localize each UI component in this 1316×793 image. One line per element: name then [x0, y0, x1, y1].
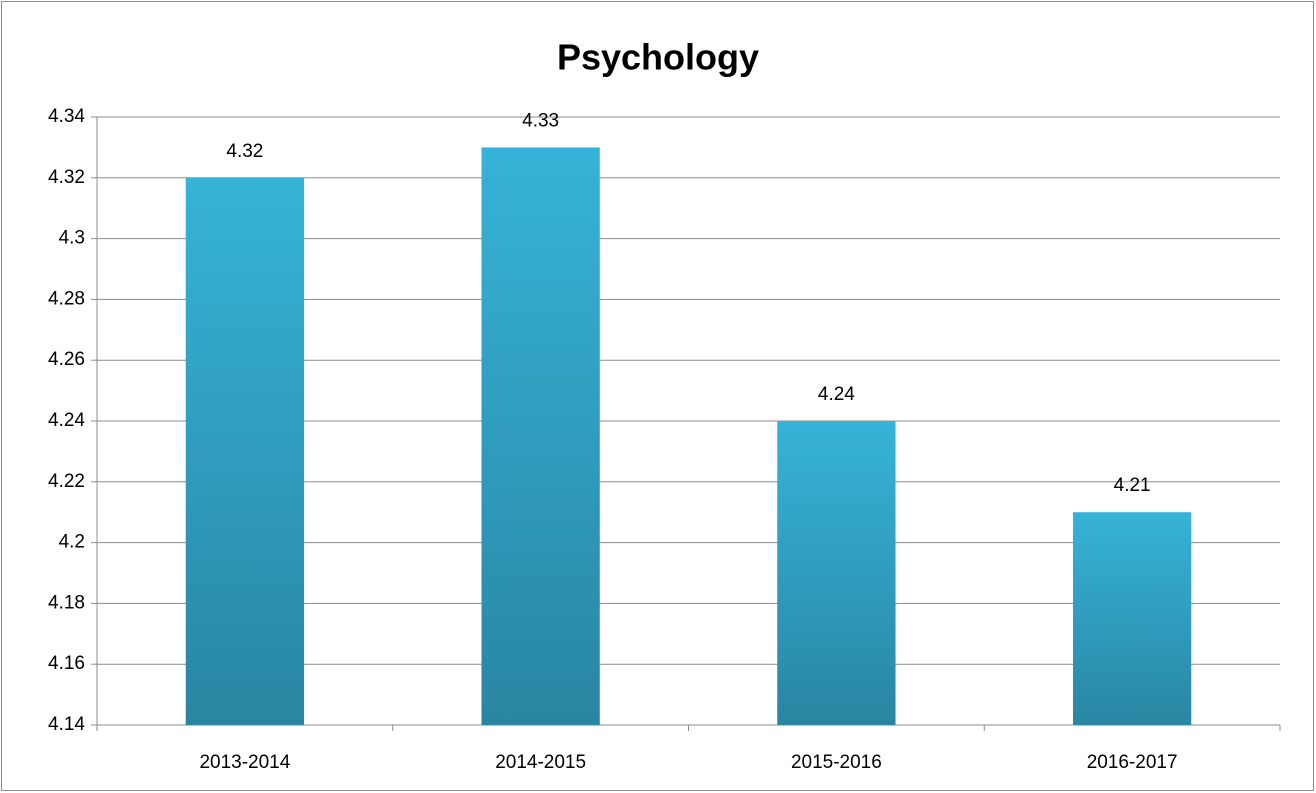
x-tick-label: 2015-2016 [791, 752, 882, 773]
x-tick-label: 2016-2017 [1087, 752, 1178, 773]
y-tick-label: 4.32 [48, 167, 85, 188]
y-tick-label: 4.24 [48, 410, 85, 431]
y-tick-label: 4.28 [48, 288, 85, 309]
data-label: 4.24 [818, 384, 855, 405]
chart-title: Psychology [557, 37, 759, 78]
y-tick-label: 4.14 [48, 714, 85, 735]
y-tick-label: 4.26 [48, 349, 85, 370]
bar [777, 421, 896, 725]
x-tick-label: 2014-2015 [495, 752, 586, 773]
bar [1072, 512, 1192, 725]
bar [481, 147, 600, 725]
y-tick-label: 4.22 [48, 471, 85, 492]
y-tick-label: 4.34 [48, 106, 85, 127]
data-label: 4.32 [226, 141, 263, 162]
x-tick-label: 2013-2014 [199, 752, 290, 773]
data-label: 4.21 [1114, 475, 1151, 496]
y-tick-label: 4.2 [59, 532, 85, 553]
y-tick-label: 4.18 [48, 592, 85, 613]
bar [185, 177, 305, 726]
data-label: 4.33 [522, 110, 559, 131]
y-tick-label: 4.3 [59, 228, 85, 249]
y-tick-label: 4.16 [48, 653, 85, 674]
